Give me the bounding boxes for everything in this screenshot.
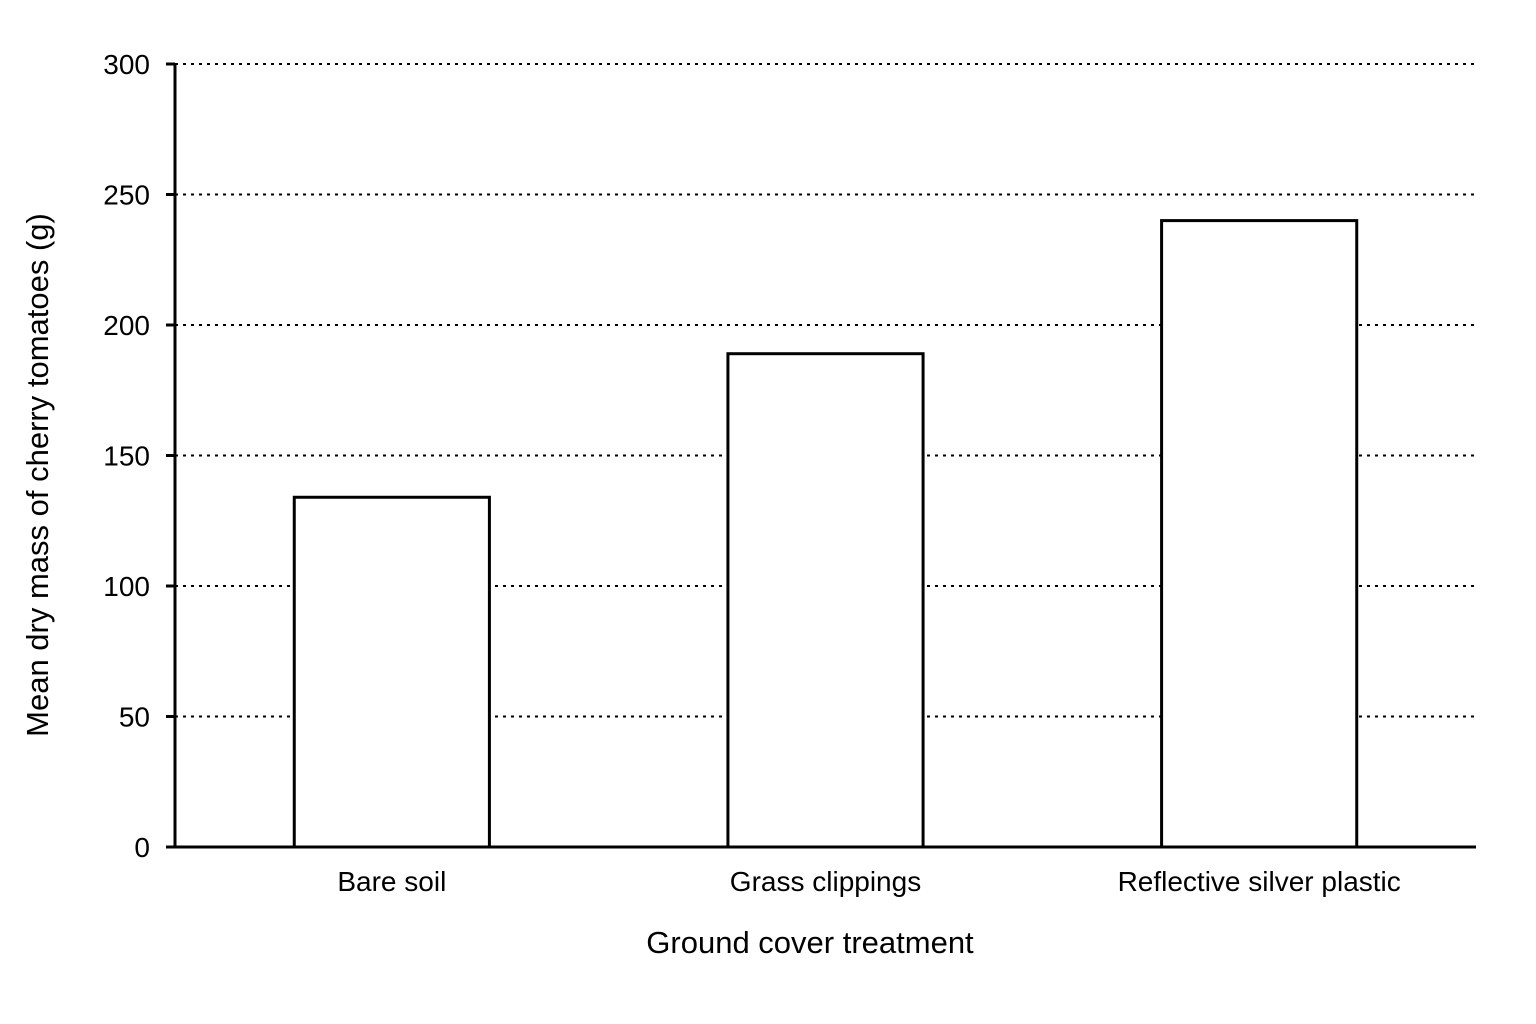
x-category-labels: Bare soil Grass clippings Reflective silve…: [337, 866, 1400, 897]
y-tick-label: 50: [119, 702, 150, 733]
y-tick-label: 250: [103, 180, 150, 211]
y-tick-label: 300: [103, 49, 150, 80]
bars: [292, 219, 1359, 849]
bar-grass-clippings: [726, 352, 925, 849]
y-tick-label: 200: [103, 310, 150, 341]
x-category-label: Grass clippings: [730, 866, 921, 897]
x-category-label: Reflective silver plastic: [1118, 866, 1401, 897]
axes: [166, 62, 1476, 849]
y-tick-labels: 0 50 100 150 200 250 300: [103, 49, 150, 863]
x-category-label: Bare soil: [337, 866, 446, 897]
y-axis-title: Mean dry mass of cherry tomatoes (g): [20, 213, 55, 737]
y-tick-label: 150: [103, 441, 150, 472]
x-axis-title: Ground cover treatment: [646, 925, 974, 960]
bar-reflective-silver-plastic: [1160, 219, 1359, 849]
y-tick-label: 100: [103, 571, 150, 602]
bar-bare-soil: [292, 495, 491, 849]
y-tick-label: 0: [134, 832, 150, 863]
